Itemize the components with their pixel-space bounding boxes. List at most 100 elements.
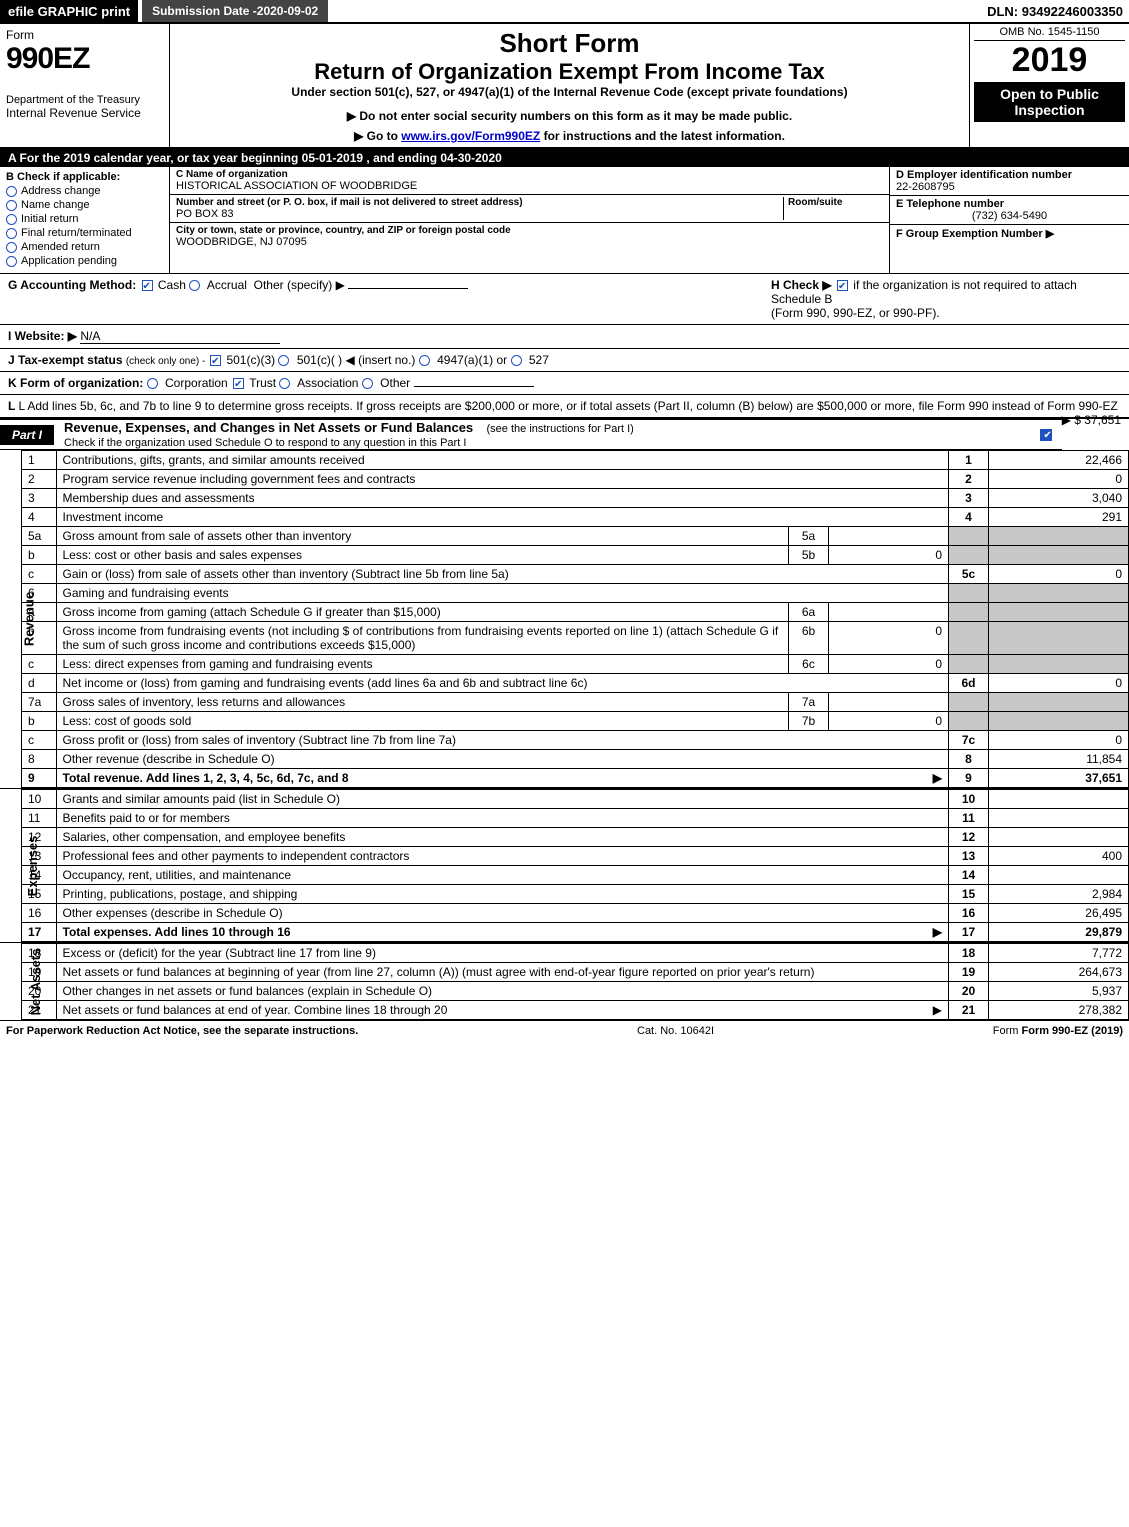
mid-amount	[829, 693, 949, 712]
chk-initial-return[interactable]: Initial return	[6, 213, 163, 225]
submission-date-label: Submission Date -	[152, 4, 257, 18]
expenses-section: Expenses 10Grants and similar amounts pa…	[0, 789, 1129, 943]
chk-address-change[interactable]: Address change	[6, 185, 163, 197]
open-inspection: Open to Public Inspection	[974, 82, 1125, 122]
revenue-vside: Revenue	[0, 450, 22, 788]
line-number: 2	[22, 470, 56, 489]
chk-cash[interactable]	[142, 280, 153, 291]
amount	[989, 809, 1129, 828]
cat-no: Cat. No. 10642I	[637, 1025, 714, 1037]
chk-schedule-b[interactable]	[837, 280, 848, 291]
table-row: 21Net assets or fund balances at end of …	[22, 1001, 1129, 1020]
chk-accrual[interactable]	[189, 280, 200, 291]
print-link[interactable]: print	[101, 4, 130, 19]
table-row: 11Benefits paid to or for members11	[22, 809, 1129, 828]
table-row: 19Net assets or fund balances at beginni…	[22, 963, 1129, 982]
chk-other[interactable]	[362, 378, 373, 389]
submission-date-value: 2020-09-02	[257, 4, 318, 18]
city-label: City or town, state or province, country…	[176, 225, 883, 236]
line-box-shaded	[949, 712, 989, 731]
line-number: 11	[22, 809, 56, 828]
org-name: HISTORICAL ASSOCIATION OF WOODBRIDGE	[176, 180, 883, 192]
submission-date-box: Submission Date - 2020-09-02	[142, 0, 328, 22]
line-desc: Less: cost or other basis and sales expe…	[56, 546, 789, 565]
phone-label: E Telephone number	[896, 198, 1123, 210]
line-box: 16	[949, 904, 989, 923]
accrual-label: Accrual	[207, 278, 247, 292]
chk-name-change[interactable]: Name change	[6, 199, 163, 211]
line-box: 1	[949, 451, 989, 470]
amount: 0	[989, 470, 1129, 489]
under-section: Under section 501(c), 527, or 4947(a)(1)…	[178, 85, 961, 99]
mid-amount	[829, 527, 949, 546]
mid-amount: 0	[829, 655, 949, 674]
line-desc: Gross profit or (loss) from sales of inv…	[56, 731, 949, 750]
chk-501c[interactable]	[278, 355, 289, 366]
line-number: b	[22, 546, 56, 565]
line-box: 12	[949, 828, 989, 847]
mid-amount: 0	[829, 712, 949, 731]
ein-label: D Employer identification number	[896, 169, 1123, 181]
amount: 0	[989, 565, 1129, 584]
chk-501c3[interactable]	[210, 355, 221, 366]
goto-link[interactable]: www.irs.gov/Form990EZ	[401, 129, 540, 143]
chk-final-return[interactable]: Final return/terminated	[6, 227, 163, 239]
opt-527: 527	[529, 353, 549, 367]
amount: 2,984	[989, 885, 1129, 904]
other-specify-input[interactable]	[348, 288, 468, 289]
part-i-label: Part I	[0, 425, 54, 445]
dln-value: 93492246003350	[1022, 4, 1123, 19]
table-row: bGross income from fundraising events (n…	[22, 622, 1129, 655]
chk-association[interactable]	[279, 378, 290, 389]
opt-trust: Trust	[249, 376, 276, 390]
table-row: 13Professional fees and other payments t…	[22, 847, 1129, 866]
line-desc: Salaries, other compensation, and employ…	[56, 828, 949, 847]
line-box: 7c	[949, 731, 989, 750]
netassets-vside: Net Assets	[0, 943, 22, 1020]
line-desc: Net assets or fund balances at end of ye…	[56, 1001, 949, 1020]
amount-shaded	[989, 527, 1129, 546]
opt-association: Association	[297, 376, 358, 390]
line-box: 21	[949, 1001, 989, 1020]
box-b-title: B Check if applicable:	[6, 171, 163, 183]
mid-line-box: 6c	[789, 655, 829, 674]
line-number: c	[22, 731, 56, 750]
amount-shaded	[989, 622, 1129, 655]
line-number: 16	[22, 904, 56, 923]
line-number: b	[22, 712, 56, 731]
line-desc: Program service revenue including govern…	[56, 470, 949, 489]
line-number: 1	[22, 451, 56, 470]
other-org-input[interactable]	[414, 386, 534, 387]
amount	[989, 790, 1129, 809]
chk-schedule-o-part1[interactable]	[1040, 429, 1052, 441]
table-row: aGross income from gaming (attach Schedu…	[22, 603, 1129, 622]
chk-trust[interactable]	[233, 378, 244, 389]
line-desc: Occupancy, rent, utilities, and maintena…	[56, 866, 949, 885]
street-label: Number and street (or P. O. box, if mail…	[176, 197, 783, 208]
amount: 0	[989, 674, 1129, 693]
tax-year-row: A For the 2019 calendar year, or tax yea…	[0, 149, 1129, 167]
table-row: 20Other changes in net assets or fund ba…	[22, 982, 1129, 1001]
chk-4947[interactable]	[419, 355, 430, 366]
chk-application-pending[interactable]: Application pending	[6, 255, 163, 267]
amount-shaded	[989, 546, 1129, 565]
goto-prefix: ▶ Go to	[354, 129, 401, 143]
line-box-shaded	[949, 603, 989, 622]
line-box: 5c	[949, 565, 989, 584]
line-box: 6d	[949, 674, 989, 693]
chk-527[interactable]	[511, 355, 522, 366]
mid-amount	[829, 603, 949, 622]
amount-shaded	[989, 655, 1129, 674]
line-number: 10	[22, 790, 56, 809]
table-row: 3Membership dues and assessments33,040	[22, 489, 1129, 508]
line-l-amount: ▶ $ 37,651	[1062, 413, 1121, 427]
line-j-label: J Tax-exempt status	[8, 353, 123, 367]
expenses-table: 10Grants and similar amounts paid (list …	[22, 789, 1129, 942]
chk-corporation[interactable]	[147, 378, 158, 389]
header-center: Short Form Return of Organization Exempt…	[170, 24, 969, 147]
line-desc: Less: cost of goods sold	[56, 712, 789, 731]
line-number: c	[22, 565, 56, 584]
chk-amended-return[interactable]: Amended return	[6, 241, 163, 253]
netassets-section: Net Assets 18Excess or (deficit) for the…	[0, 943, 1129, 1021]
line-number: c	[22, 655, 56, 674]
